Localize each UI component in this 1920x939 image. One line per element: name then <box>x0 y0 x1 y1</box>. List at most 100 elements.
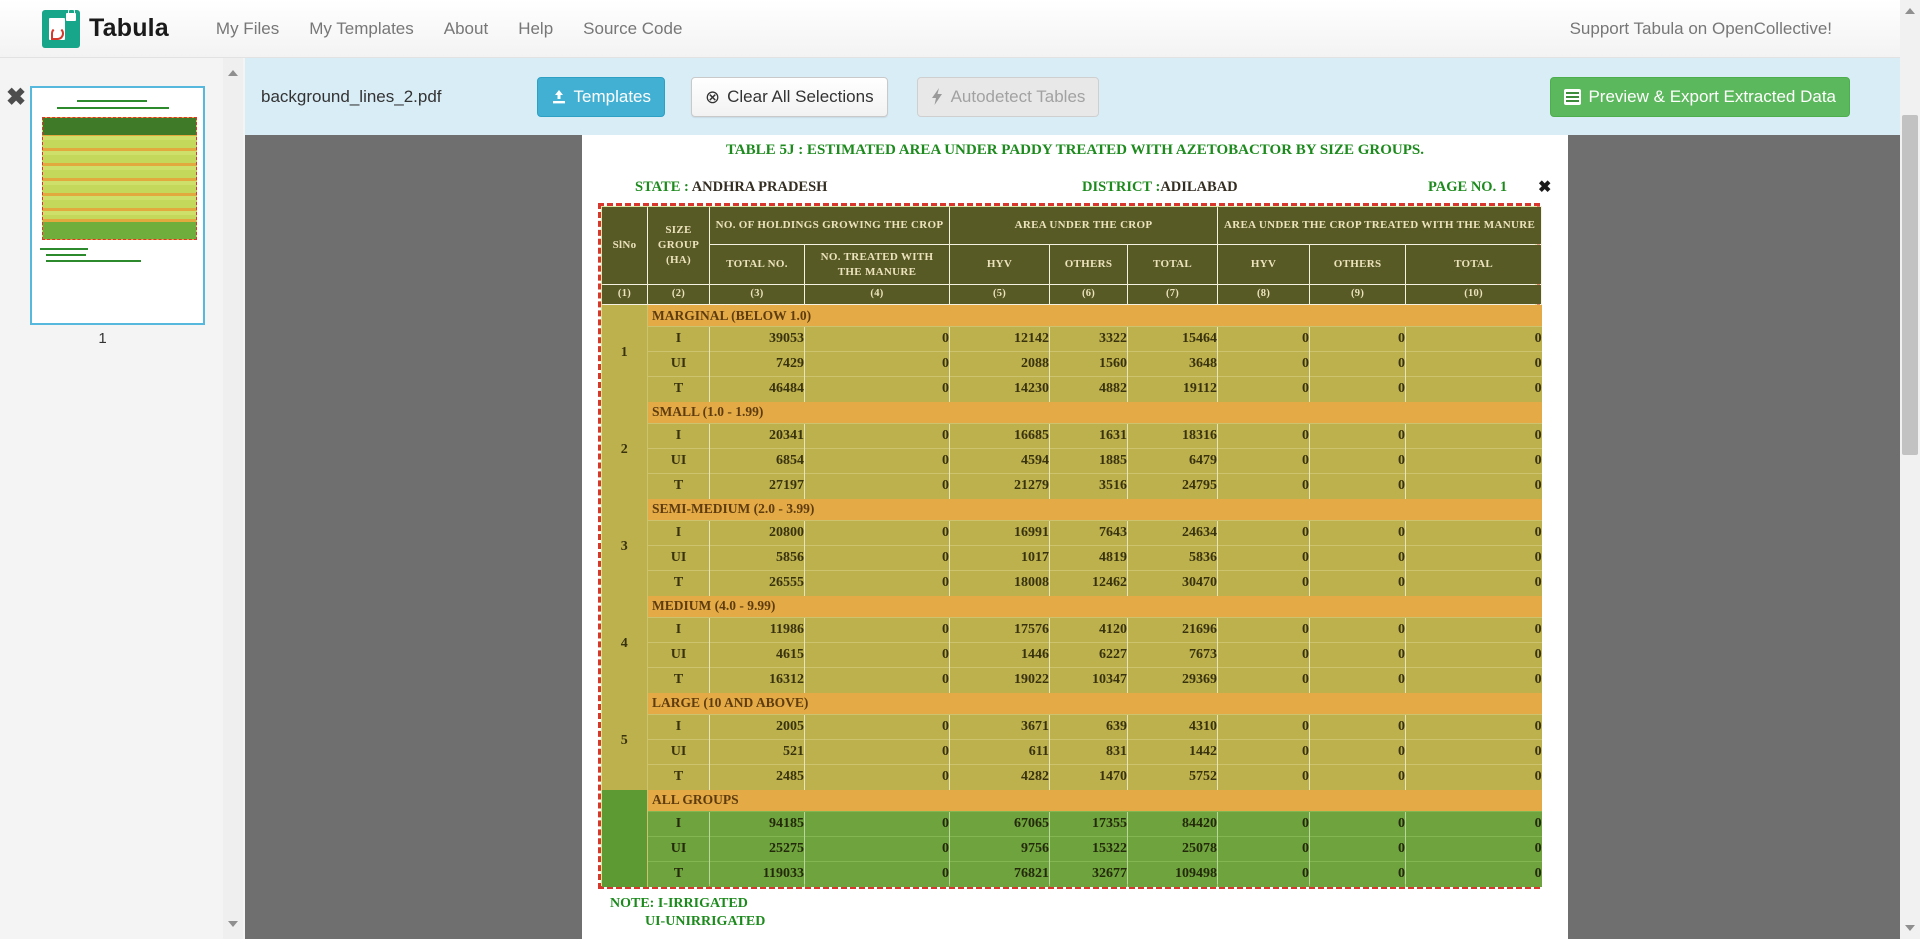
table-row: UI 7429 0 2088 1560 3648 0 0 0 <box>602 351 1542 377</box>
value-cell: 6479 <box>1127 448 1218 474</box>
value-cell: 32677 <box>1049 861 1128 887</box>
scroll-down-icon[interactable] <box>228 921 238 927</box>
value-cell: 0 <box>1405 545 1542 571</box>
value-cell: 0 <box>1217 448 1310 474</box>
value-cell: 0 <box>1309 739 1406 765</box>
clear-all-selections-button[interactable]: ⊗ Clear All Selections <box>691 76 888 117</box>
brand-title: Tabula <box>89 14 169 42</box>
value-cell: 0 <box>803 714 950 740</box>
value-cell: 19112 <box>1127 376 1218 402</box>
value-cell: 0 <box>1309 520 1406 546</box>
table-row: UI 5856 0 1017 4819 5836 0 0 0 <box>602 545 1542 571</box>
value-cell: 4882 <box>1049 376 1128 402</box>
scroll-down-icon[interactable] <box>1905 925 1915 931</box>
nav-source-code[interactable]: Source Code <box>583 18 683 38</box>
table-header-cell: HYV <box>1217 244 1311 285</box>
value-cell: 10347 <box>1049 667 1128 693</box>
table-row: I 2005 0 3671 639 4310 0 0 0 <box>602 714 1542 740</box>
irrigation-type-cell: T <box>647 473 710 499</box>
value-cell: 0 <box>1309 667 1406 693</box>
slno-cell: 3 <box>601 498 648 596</box>
value-cell: 831 <box>1049 739 1128 765</box>
value-cell: 0 <box>803 739 950 765</box>
irrigation-type-cell: T <box>647 376 710 402</box>
size-group-label: MARGINAL (BELOW 1.0) <box>647 304 1542 327</box>
close-selection-button[interactable]: ✖ <box>1538 179 1552 196</box>
irrigation-type-cell: UI <box>647 545 710 571</box>
value-cell: 0 <box>1217 326 1310 352</box>
pdf-viewer[interactable]: TABLE 5J : ESTIMATED AREA UNDER PADDY TR… <box>245 135 1900 939</box>
nav-my-files[interactable]: My Files <box>215 18 280 38</box>
value-cell: 0 <box>803 836 950 862</box>
value-cell: 0 <box>1217 764 1310 790</box>
value-cell: 0 <box>1217 836 1310 862</box>
table-header-cell: SIZE GROUP (HA) <box>647 206 710 285</box>
value-cell: 1470 <box>1049 764 1128 790</box>
value-cell: 5856 <box>709 545 805 571</box>
value-cell: 0 <box>803 811 950 837</box>
value-cell: 0 <box>803 570 950 596</box>
value-cell: 27197 <box>709 473 805 499</box>
value-cell: 7643 <box>1049 520 1128 546</box>
value-cell: 0 <box>1309 351 1406 377</box>
value-cell: 0 <box>803 642 950 668</box>
value-cell: 3516 <box>1049 473 1128 499</box>
table-selection-box[interactable]: SlNo SIZE GROUP (HA) NO. OF HOLDINGS GROWI… <box>598 203 1543 889</box>
value-cell: 0 <box>1405 642 1542 668</box>
support-link[interactable]: Support Tabula on OpenCollective! <box>1569 18 1832 38</box>
table-header-cell: TOTAL <box>1405 244 1543 285</box>
value-cell: 18008 <box>949 570 1050 596</box>
nav-my-templates[interactable]: My Templates <box>309 18 414 38</box>
value-cell: 67065 <box>949 811 1050 837</box>
scroll-up-icon[interactable] <box>1905 8 1915 14</box>
value-cell: 5752 <box>1127 764 1218 790</box>
page-1-thumbnail[interactable] <box>30 86 205 325</box>
table-row: T 2485 0 4282 1470 5752 0 0 0 <box>602 764 1542 790</box>
value-cell: 0 <box>1217 811 1310 837</box>
templates-button[interactable]: Templates <box>536 76 666 117</box>
toolbar: background_lines_2.pdf Templates ⊗ Clear… <box>245 58 1900 135</box>
nav-about[interactable]: About <box>443 18 489 38</box>
irrigation-type-cell: I <box>647 326 710 352</box>
value-cell: 0 <box>803 326 950 352</box>
value-cell: 0 <box>1405 448 1542 474</box>
remove-file-button[interactable]: ✖ <box>6 84 27 111</box>
page-thumbnails-sidebar: ✖ 1 <box>0 58 245 939</box>
pdf-page-1[interactable]: TABLE 5J : ESTIMATED AREA UNDER PADDY TR… <box>582 135 1568 939</box>
irrigation-type-cell: UI <box>647 739 710 765</box>
table-header-cell: (8) <box>1217 284 1311 305</box>
table-header-cell: (10) <box>1405 284 1543 305</box>
value-cell: 0 <box>1309 570 1406 596</box>
preview-export-button[interactable]: Preview & Export Extracted Data <box>1550 76 1850 117</box>
section-band-row: 1 MARGINAL (BELOW 1.0) <box>601 304 1542 402</box>
value-cell: 0 <box>1405 764 1542 790</box>
irrigation-type-cell: I <box>647 423 710 449</box>
value-cell: 0 <box>1309 448 1406 474</box>
scrollbar-thumb[interactable] <box>1902 115 1918 455</box>
value-cell: 4120 <box>1049 617 1128 643</box>
section-band-row: 2 SMALL (1.0 - 1.99) <box>601 401 1542 499</box>
value-cell: 0 <box>1405 811 1542 837</box>
value-cell: 2088 <box>949 351 1050 377</box>
value-cell: 0 <box>1405 351 1542 377</box>
value-cell: 0 <box>1217 520 1310 546</box>
size-group-label: ALL GROUPS <box>647 789 1542 812</box>
scroll-up-icon[interactable] <box>228 70 238 76</box>
table-row: I 11986 0 17576 4120 21696 0 0 0 <box>602 617 1542 643</box>
autodetect-tables-button: Autodetect Tables <box>916 76 1100 117</box>
value-cell: 18316 <box>1127 423 1218 449</box>
value-cell: 3322 <box>1049 326 1128 352</box>
table-row: I 94185 0 67065 17355 84420 0 0 0 <box>602 811 1542 837</box>
sidebar-scrollbar[interactable] <box>223 58 243 939</box>
thumb-note-line <box>46 260 141 262</box>
value-cell: 76821 <box>949 861 1050 887</box>
value-cell: 0 <box>1217 351 1310 377</box>
nav-help[interactable]: Help <box>518 18 554 38</box>
value-cell: 46484 <box>709 376 805 402</box>
brand[interactable]: Tabula <box>42 7 169 48</box>
value-cell: 521 <box>709 739 805 765</box>
table-header-cell: (9) <box>1309 284 1407 305</box>
value-cell: 3648 <box>1127 351 1218 377</box>
section-band-row: 4 MEDIUM (4.0 - 9.99) <box>601 595 1542 693</box>
window-scrollbar[interactable] <box>1900 0 1920 939</box>
